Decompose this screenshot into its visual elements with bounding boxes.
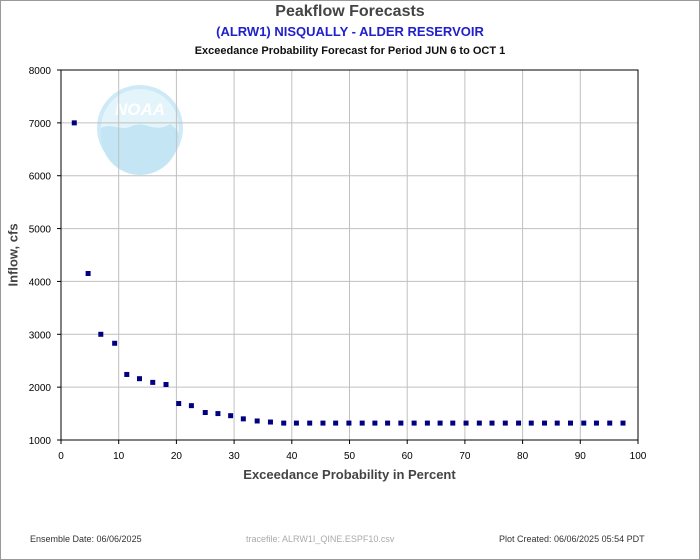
chart-title: Peakflow Forecasts xyxy=(275,3,425,20)
x-tick-label: 20 xyxy=(171,451,183,462)
x-tick-label: 10 xyxy=(113,451,125,462)
data-point xyxy=(346,420,352,426)
data-point xyxy=(542,420,548,426)
x-tick-label: 90 xyxy=(575,451,587,462)
data-point xyxy=(567,420,573,426)
noaa-logo-text: NOAA xyxy=(115,100,165,119)
data-point xyxy=(307,420,313,426)
y-tick-label: 1000 xyxy=(29,436,52,447)
data-point xyxy=(411,420,417,426)
x-tick-label: 60 xyxy=(402,451,414,462)
chart-subtitle: Exceedance Probability Forecast for Peri… xyxy=(194,45,506,57)
data-point xyxy=(240,416,246,422)
y-axis-ticks: 1000 2000 3000 4000 5000 6000 7000 8000 xyxy=(29,66,61,447)
data-point xyxy=(124,371,130,377)
plot-created: Plot Created: 06/06/2025 05:54 PDT xyxy=(499,534,645,544)
chart-grid xyxy=(61,70,638,440)
data-point xyxy=(293,420,299,426)
data-point xyxy=(581,420,587,426)
x-axis-label: Exceedance Probability in Percent xyxy=(243,467,456,482)
data-point xyxy=(281,420,287,426)
ensemble-date: Ensemble Date: 06/06/2025 xyxy=(30,534,142,544)
data-point xyxy=(202,410,208,416)
y-tick-label: 8000 xyxy=(29,66,52,77)
data-point xyxy=(620,420,626,426)
y-tick-label: 7000 xyxy=(29,119,52,130)
data-point xyxy=(463,420,469,426)
x-tick-label: 0 xyxy=(58,451,64,462)
data-point xyxy=(254,418,260,424)
data-point xyxy=(476,420,482,426)
tracefile-name: tracefile: ALRW1I_QINE.ESPF10.csv xyxy=(246,534,395,544)
x-tick-label: 50 xyxy=(344,451,356,462)
x-tick-label: 70 xyxy=(459,451,471,462)
data-point xyxy=(71,120,77,126)
x-tick-label: 30 xyxy=(229,451,241,462)
y-tick-label: 5000 xyxy=(29,225,52,236)
data-point xyxy=(176,401,182,407)
y-tick-label: 3000 xyxy=(29,330,52,341)
data-point xyxy=(554,420,560,426)
y-tick-label: 6000 xyxy=(29,172,52,183)
data-series xyxy=(71,120,626,426)
data-point xyxy=(320,420,326,426)
data-point xyxy=(450,420,456,426)
data-point xyxy=(528,420,534,426)
data-point xyxy=(228,413,234,419)
data-point xyxy=(372,420,378,426)
x-tick-label: 100 xyxy=(630,451,647,462)
noaa-logo-icon: NOAA xyxy=(97,85,183,175)
data-point xyxy=(398,420,404,426)
y-tick-label: 2000 xyxy=(29,383,52,394)
data-point xyxy=(163,382,169,387)
data-point xyxy=(136,376,142,382)
data-point xyxy=(215,411,221,417)
x-tick-label: 80 xyxy=(517,451,529,462)
station-title: (ALRW1) NISQUALLY - ALDER RESERVOIR xyxy=(216,24,484,39)
data-point xyxy=(85,271,91,276)
data-point xyxy=(607,420,613,426)
data-point xyxy=(593,420,599,426)
data-point xyxy=(516,420,522,426)
data-point xyxy=(150,379,156,385)
data-point xyxy=(489,420,495,426)
data-point xyxy=(424,420,430,426)
x-tick-label: 40 xyxy=(286,451,298,462)
data-point xyxy=(437,420,443,426)
data-point xyxy=(385,420,391,426)
data-point xyxy=(333,420,339,426)
y-axis-label: Inflow, cfs xyxy=(5,223,20,286)
data-point xyxy=(359,420,365,426)
data-point xyxy=(267,419,273,425)
data-point xyxy=(112,340,118,346)
y-tick-label: 4000 xyxy=(29,277,52,288)
data-point xyxy=(188,403,194,409)
data-point xyxy=(98,331,104,337)
x-axis-ticks: 0 10 20 30 40 50 60 70 80 90 100 xyxy=(58,440,647,462)
data-point xyxy=(502,420,508,426)
